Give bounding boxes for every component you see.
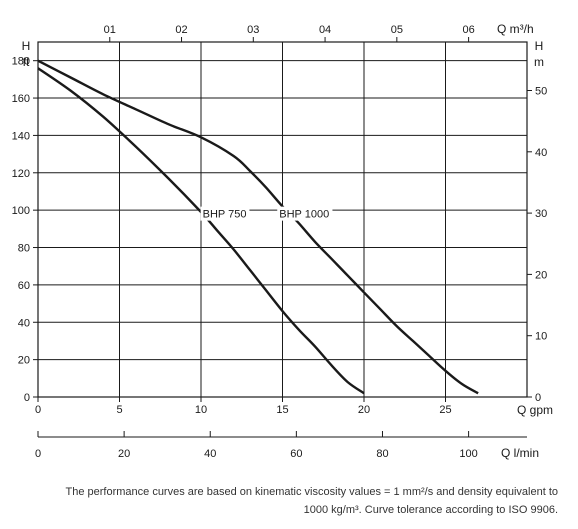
- tick-label-y-left: 160: [12, 93, 30, 105]
- tick-label-y-left: 140: [12, 130, 30, 142]
- tick-label-x: 5: [116, 404, 122, 416]
- tick-label-x: 10: [195, 404, 207, 416]
- tick-label-x-lmin: 20: [118, 448, 130, 460]
- tick-label-y-left: 0: [24, 392, 30, 404]
- tick-label-x-lmin: 100: [459, 448, 477, 460]
- tick-label-y-right: 0: [535, 392, 541, 404]
- tick-label-x-lmin: 80: [376, 448, 388, 460]
- series-label-bg: [277, 206, 333, 221]
- tick-label-x-top: 06: [462, 24, 474, 36]
- axis-labels: 0 5 10 15 20 25 Q gpm020406080100120140160180H…: [12, 22, 553, 417]
- x-axis-label: Q gpm: [517, 403, 553, 417]
- series-labels: BHP 750 BHP 1000: [200, 206, 333, 221]
- tick-label-y-left: 40: [18, 317, 30, 329]
- tick-label-x-top: 02: [175, 24, 187, 36]
- tick-label-y-right: 10: [535, 331, 547, 343]
- tick-label-y-left: 180: [12, 56, 30, 68]
- tick-label-y-left: 60: [18, 280, 30, 292]
- grid-lines: [38, 42, 527, 397]
- tick-label-y-right: 40: [535, 147, 547, 159]
- series-label-bhp-750: BHP 750: [203, 209, 247, 221]
- caption-line-1: The performance curves are based on kine…: [65, 486, 559, 498]
- tick-label-x-top: 01: [104, 24, 116, 36]
- caption-line-2: 1000 kg/m³. Curve tolerance according to…: [303, 504, 558, 516]
- series-line-bhp-1000: [37, 59, 479, 395]
- tick-label-y-left: 20: [18, 355, 30, 367]
- tick-label-x-top: 04: [319, 24, 331, 36]
- tick-label-x: 25: [439, 404, 451, 416]
- series-line-bhp-750: [37, 67, 365, 395]
- pump-performance-chart: 0 5 10 15 20 25 Q gpm020406080100120140160180H…: [12, 22, 553, 460]
- tick-label-x: 0: [35, 404, 41, 416]
- series-lines: [37, 59, 479, 395]
- series-label-bhp-1000: BHP 1000: [279, 209, 329, 221]
- tick-label-y-left: 120: [12, 168, 30, 180]
- tick-label-y-right: 50: [535, 86, 547, 98]
- tick-label-x-lmin: 60: [290, 448, 302, 460]
- tick-label-y-left: 100: [12, 205, 30, 217]
- y-right-label-top: H: [535, 39, 544, 53]
- y-right-label-bottom: m: [534, 55, 544, 69]
- lmin-axis-label: Q l/min: [501, 446, 539, 460]
- x-top-axis-label: Q m³/h: [497, 22, 534, 36]
- tick-label-x: 15: [276, 404, 288, 416]
- tick-label-x-top: 03: [247, 24, 259, 36]
- series-label-bg: [200, 206, 250, 221]
- tick-label-y-right: 30: [535, 208, 547, 220]
- tick-label-x-lmin: 40: [204, 448, 216, 460]
- tick-label-x-lmin: 0: [35, 448, 41, 460]
- y-left-label-bottom: ft: [23, 55, 30, 69]
- lmin-axis: 0 20 40 60 80 100 Q l/min: [35, 431, 539, 460]
- y-left-label-top: H: [22, 39, 31, 53]
- axis-ticks: [33, 37, 532, 402]
- tick-label-y-right: 20: [535, 269, 547, 281]
- tick-label-x: 20: [358, 404, 370, 416]
- tick-label-y-left: 80: [18, 243, 30, 255]
- tick-label-x-top: 05: [391, 24, 403, 36]
